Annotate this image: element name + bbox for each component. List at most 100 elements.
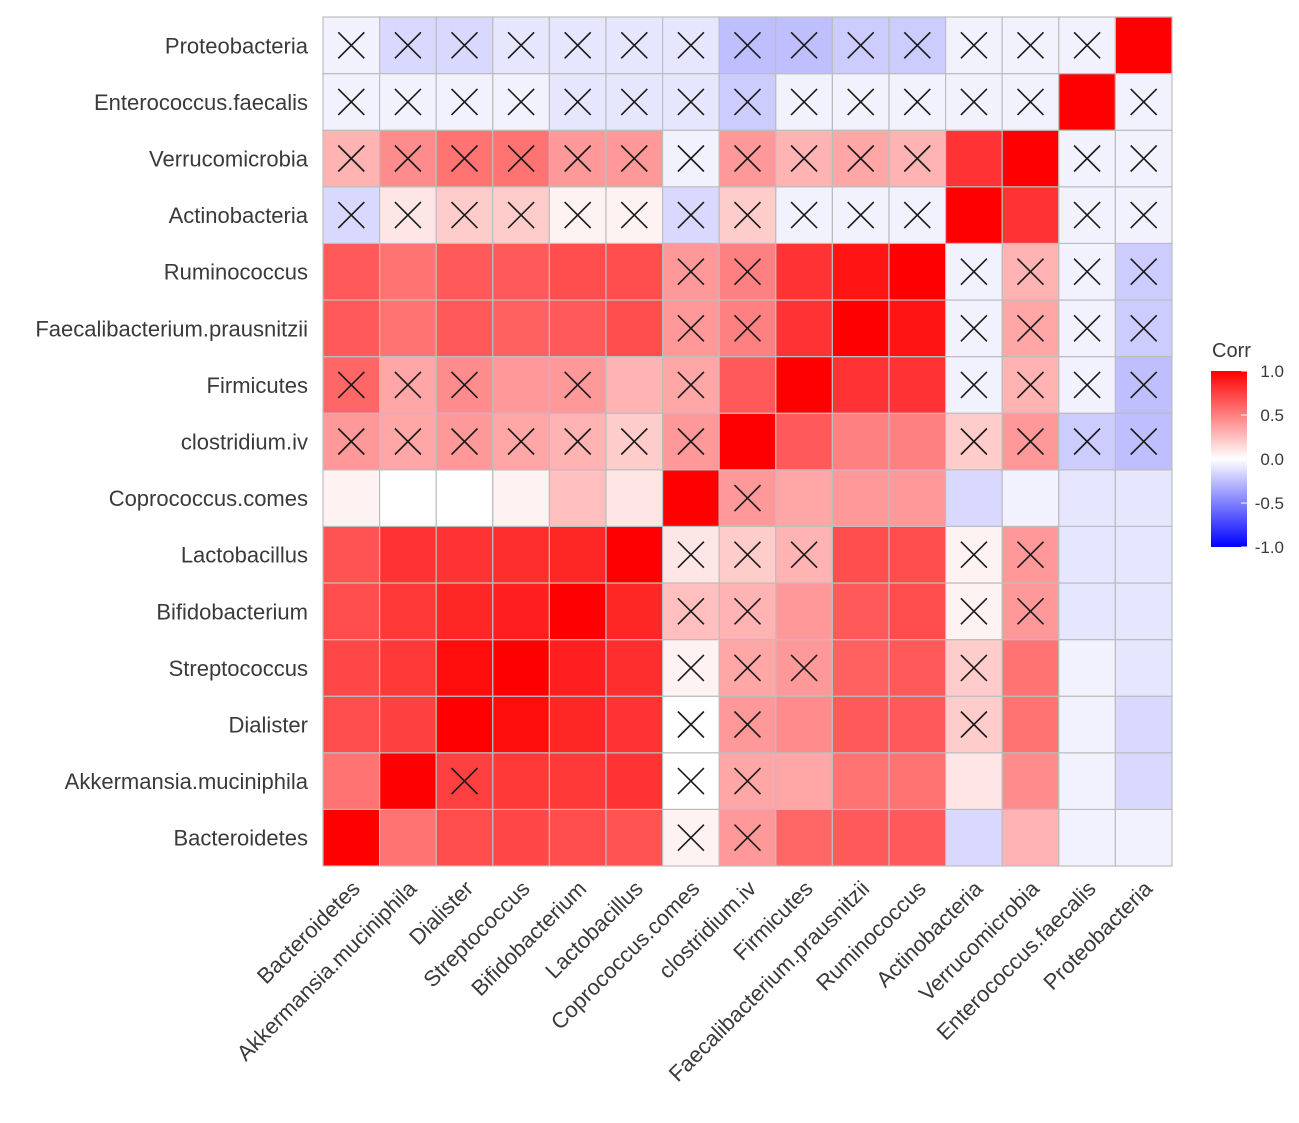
nonsignificant-cross-icon xyxy=(677,427,705,456)
y-tick-label: clostridium.iv xyxy=(181,430,308,455)
heatmap-cell xyxy=(605,525,664,584)
heatmap-cell xyxy=(888,695,947,754)
nonsignificant-cross-icon xyxy=(677,597,705,625)
heatmap-cell xyxy=(888,525,947,584)
nonsignificant-cross-icon xyxy=(394,88,422,116)
heatmap-cell xyxy=(548,638,607,697)
heatmap-cell xyxy=(944,129,1003,188)
nonsignificant-cross-icon xyxy=(960,710,988,739)
nonsignificant-cross-icon xyxy=(450,144,479,173)
heatmap-cell xyxy=(718,356,777,414)
nonsignificant-cross-icon xyxy=(677,824,705,852)
legend-tick-label: 0.0 xyxy=(1260,450,1284,469)
heatmap-cell xyxy=(548,299,607,358)
y-tick-label: Akkermansia.muciniphila xyxy=(65,769,309,794)
heatmap-cell xyxy=(322,299,381,358)
heatmap-cell xyxy=(492,638,550,697)
nonsignificant-cross-icon xyxy=(1073,144,1101,173)
heatmap-cell xyxy=(831,469,890,527)
nonsignificant-cross-icon xyxy=(1073,314,1101,342)
heatmap-cell xyxy=(492,525,550,584)
heatmap-cell xyxy=(1114,582,1173,641)
heatmap-cell xyxy=(322,469,381,527)
heatmap-cell xyxy=(1114,16,1173,75)
heatmap-cell xyxy=(605,582,664,641)
nonsignificant-cross-icon xyxy=(507,88,535,116)
nonsignificant-cross-icon xyxy=(1130,371,1158,399)
y-tick-label: Actinobacteria xyxy=(169,203,309,228)
heatmap-cell xyxy=(831,752,890,810)
heatmap-cells xyxy=(322,16,1173,867)
heatmap-cell xyxy=(888,356,947,414)
heatmap-cell xyxy=(831,412,890,471)
heatmap-cell xyxy=(1058,695,1117,754)
heatmap-cell xyxy=(605,356,664,414)
heatmap-cell xyxy=(1114,808,1173,867)
nonsignificant-cross-icon xyxy=(960,371,988,399)
heatmap-cell xyxy=(605,695,664,754)
nonsignificant-cross-icon xyxy=(790,88,818,116)
nonsignificant-cross-icon xyxy=(507,144,535,173)
heatmap-cell xyxy=(831,356,890,414)
heatmap-cell xyxy=(944,752,1003,810)
nonsignificant-cross-icon xyxy=(733,654,762,682)
heatmap-cell xyxy=(1001,129,1060,188)
heatmap-cell xyxy=(944,469,1003,527)
nonsignificant-cross-icon xyxy=(677,88,705,116)
y-tick-label: Firmicutes xyxy=(207,373,308,398)
heatmap-cell xyxy=(1114,752,1173,810)
nonsignificant-cross-icon xyxy=(337,88,365,116)
nonsignificant-cross-icon xyxy=(564,88,592,116)
heatmap-cell xyxy=(661,525,720,584)
heatmap-cell xyxy=(548,695,607,754)
heatmap-cell xyxy=(605,299,664,358)
y-tick-label: Faecalibacterium.prausnitzii xyxy=(35,316,308,341)
nonsignificant-cross-icon xyxy=(733,824,762,852)
heatmap-cell xyxy=(322,808,381,867)
nonsignificant-cross-icon xyxy=(1073,258,1101,286)
heatmap-cell xyxy=(548,752,607,810)
heatmap-cell xyxy=(322,242,381,301)
heatmap-cell xyxy=(718,412,777,471)
nonsignificant-cross-icon xyxy=(677,201,705,229)
nonsignificant-cross-icon xyxy=(620,88,648,116)
nonsignificant-cross-icon xyxy=(733,710,762,739)
nonsignificant-cross-icon xyxy=(564,371,592,399)
heatmap-cell xyxy=(775,412,833,471)
nonsignificant-cross-icon xyxy=(677,767,705,795)
heatmap-cell xyxy=(1058,638,1117,697)
nonsignificant-cross-icon xyxy=(394,31,422,59)
heatmap-cell xyxy=(1114,638,1173,697)
nonsignificant-cross-icon xyxy=(960,88,988,116)
heatmap-cell xyxy=(775,582,833,641)
heatmap-cell xyxy=(435,525,494,584)
y-tick-label: Verrucomicrobia xyxy=(149,147,309,172)
heatmap-cell xyxy=(379,808,437,867)
heatmap-cell xyxy=(605,469,664,527)
heatmap-cell xyxy=(775,242,833,301)
nonsignificant-cross-icon xyxy=(790,654,818,682)
heatmap-cell xyxy=(605,752,664,810)
nonsignificant-cross-icon xyxy=(677,314,705,342)
heatmap-cell xyxy=(831,582,890,641)
nonsignificant-cross-icon xyxy=(620,31,648,59)
heatmap-cell xyxy=(1001,638,1060,697)
heatmap-cell xyxy=(888,469,947,527)
heatmap-cell xyxy=(379,582,437,641)
nonsignificant-cross-icon xyxy=(733,258,762,286)
nonsignificant-marks xyxy=(337,31,1158,852)
nonsignificant-cross-icon xyxy=(733,541,762,569)
nonsignificant-cross-icon xyxy=(1130,258,1158,286)
nonsignificant-cross-icon xyxy=(733,88,762,116)
heatmap-cell xyxy=(1058,469,1117,527)
heatmap-cell xyxy=(605,638,664,697)
heatmap-cell xyxy=(492,242,550,301)
heatmap-cell xyxy=(1114,695,1173,754)
nonsignificant-cross-icon xyxy=(620,427,648,456)
heatmap-cell xyxy=(548,808,607,867)
heatmap-cell xyxy=(1001,186,1060,245)
nonsignificant-cross-icon xyxy=(847,201,875,229)
nonsignificant-cross-icon xyxy=(733,144,762,173)
heatmap-cell xyxy=(775,356,833,414)
nonsignificant-cross-icon xyxy=(677,258,705,286)
